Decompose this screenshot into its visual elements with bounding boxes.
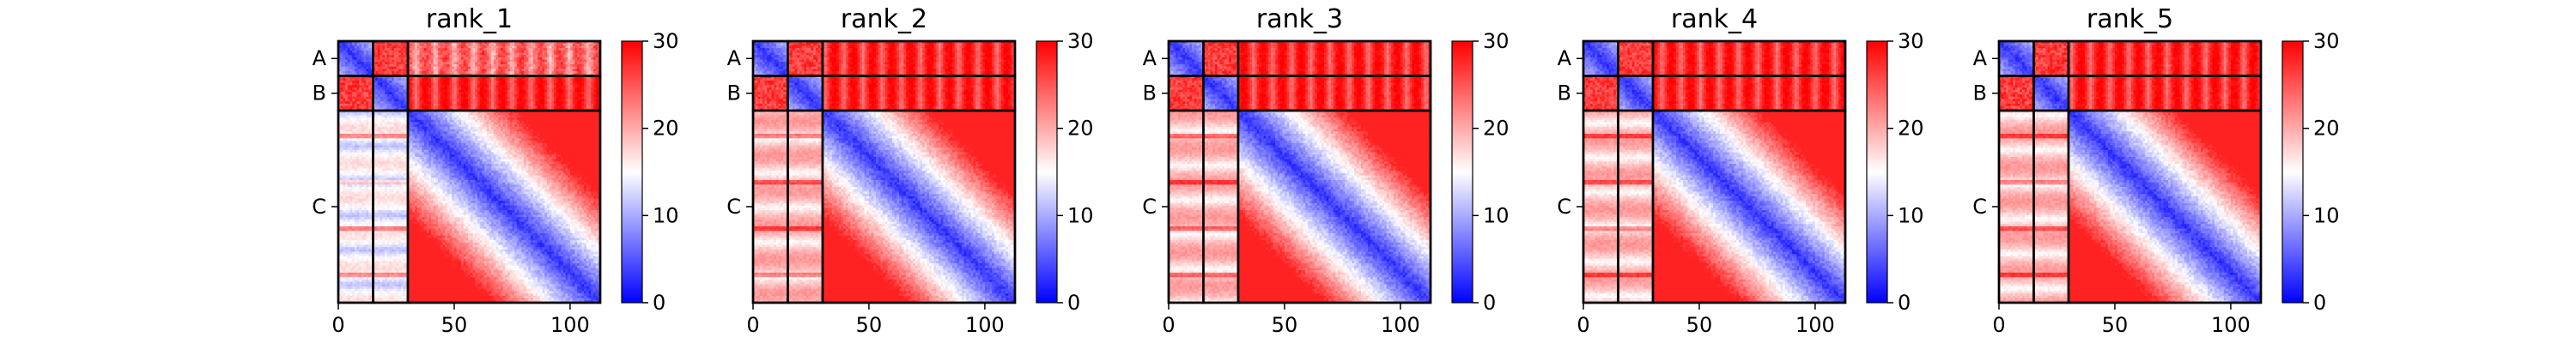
panel-title: rank_1 xyxy=(426,4,513,34)
pae-heatmap xyxy=(338,41,601,304)
